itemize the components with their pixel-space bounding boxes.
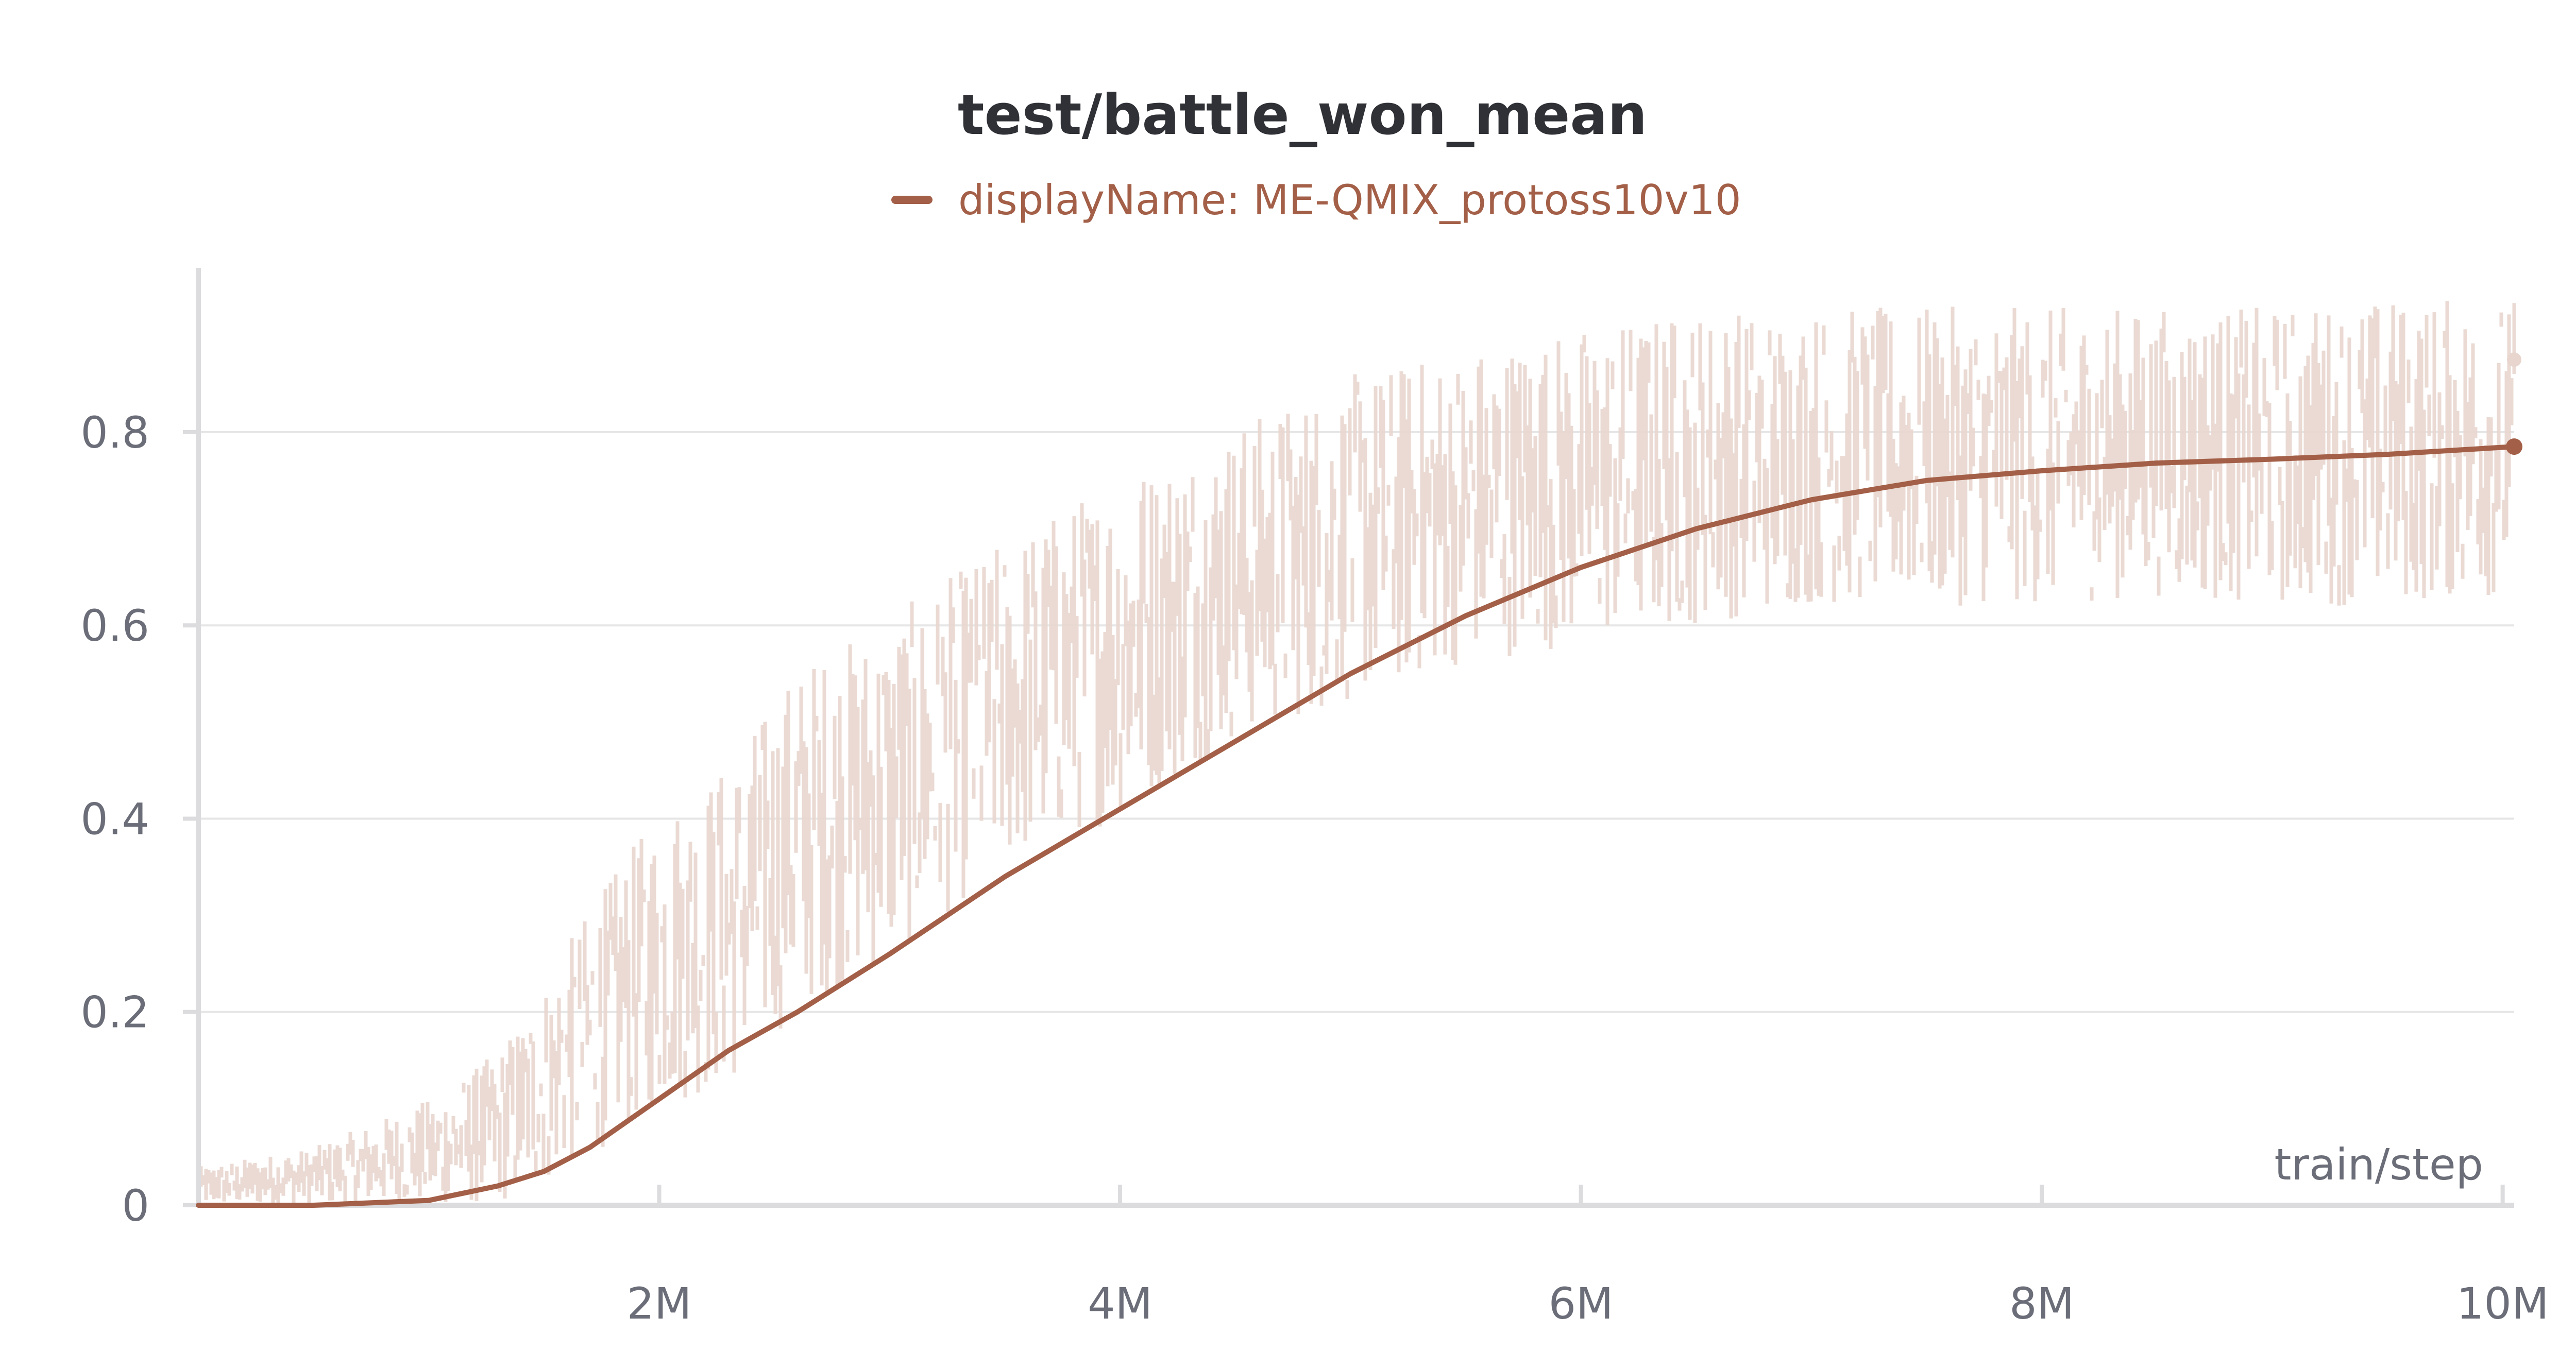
raw-series-values <box>196 301 2516 1205</box>
x-axis-label: train/step <box>2274 1139 2483 1190</box>
y-tick-label: 0 <box>122 1181 149 1231</box>
grid-lines <box>198 431 2514 1013</box>
axes <box>196 268 2514 1208</box>
y-tick-label: 0.2 <box>80 987 149 1038</box>
y-tick-label: 0.4 <box>80 794 149 844</box>
raw-series-band <box>196 301 2521 1205</box>
smoothed-last-point <box>2506 438 2522 455</box>
x-tick-label: 8M <box>2009 1278 2074 1329</box>
x-axis-ticks: 2M 4M 6M 8M 10M <box>627 1185 2549 1329</box>
x-tick-label: 6M <box>1549 1278 1614 1329</box>
smoothed-series-line <box>196 438 2522 1208</box>
legend: displayName: ME-QMIX_protoss10v10 <box>891 176 1741 224</box>
legend-label: displayName: ME-QMIX_protoss10v10 <box>958 176 1741 224</box>
smoothed-line <box>196 444 2517 1208</box>
raw-last-point <box>2507 352 2521 367</box>
y-tick-label: 0.6 <box>80 601 149 651</box>
x-tick-label: 4M <box>1088 1278 1153 1329</box>
x-tick-label: 10M <box>2456 1278 2549 1329</box>
legend-swatch <box>891 196 933 204</box>
y-tick-label: 0.8 <box>80 407 149 458</box>
chart-title: test/battle_won_mean <box>958 83 1647 147</box>
y-axis-ticks: 0 0.2 0.4 0.6 0.8 <box>80 407 198 1231</box>
x-tick-label: 2M <box>627 1278 692 1329</box>
